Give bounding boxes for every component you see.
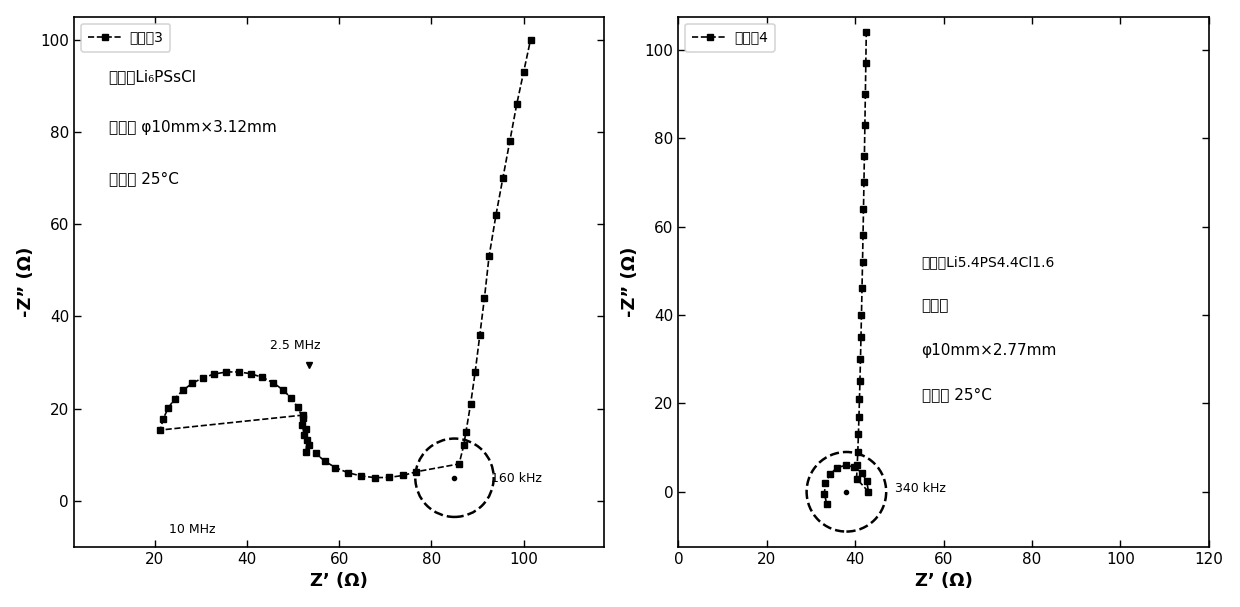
对比兣4	[856, 258, 870, 265]
对比兣3	[451, 460, 466, 467]
对比兣4	[858, 90, 873, 98]
对比兣4	[818, 480, 833, 487]
X-axis label: Z’ (Ω): Z’ (Ω)	[310, 572, 368, 591]
对比兣3	[295, 412, 310, 419]
对比兣4	[861, 488, 875, 495]
对比兣3	[265, 379, 280, 386]
对比兣4	[851, 430, 866, 438]
对比兣3	[185, 379, 200, 387]
对比兣4	[817, 490, 832, 497]
对比兣3	[295, 414, 310, 421]
对比兣3	[299, 426, 314, 433]
Text: 尺寸：: 尺寸：	[921, 299, 949, 314]
对比兣3	[396, 472, 410, 479]
对比兣3	[340, 469, 355, 476]
对比兣3	[300, 436, 315, 444]
对比兣3	[510, 101, 525, 108]
对比兣4	[851, 449, 866, 456]
对比兣3	[156, 415, 171, 422]
Line: 对比兣3: 对比兣3	[156, 36, 534, 481]
对比兣4	[820, 500, 835, 507]
Text: 组分：Li₆PSsCl: 组分：Li₆PSsCl	[109, 69, 197, 84]
对比兣3	[175, 387, 190, 394]
对比兣3	[516, 69, 531, 76]
对比兣3	[231, 368, 246, 376]
对比兣4	[858, 59, 873, 67]
Legend: 对比兣3: 对比兣3	[81, 24, 170, 52]
对比兣4	[847, 463, 862, 470]
对比兣4	[857, 178, 872, 186]
对比兣3	[243, 370, 258, 378]
对比兣3	[481, 253, 496, 260]
对比兣3	[467, 368, 482, 375]
对比兣4	[852, 395, 867, 402]
对比兣3	[295, 421, 310, 429]
对比兣3	[496, 174, 511, 181]
对比兣3	[456, 442, 471, 449]
Legend: 对比兣4: 对比兣4	[686, 24, 775, 52]
Text: 10 MHz: 10 MHz	[169, 523, 215, 536]
Text: 温度： 25°C: 温度： 25°C	[109, 171, 179, 186]
Text: 尺寸： φ10mm×3.12mm: 尺寸： φ10mm×3.12mm	[109, 120, 277, 135]
对比兣3	[464, 401, 479, 408]
对比兣4	[859, 29, 874, 36]
对比兣3	[502, 138, 517, 145]
对比兣4	[853, 356, 868, 363]
对比兣4	[857, 152, 872, 160]
对比兣3	[317, 458, 332, 465]
对比兣3	[207, 370, 222, 378]
对比兣4	[853, 333, 868, 341]
对比兣4	[854, 469, 869, 476]
对比兣4	[859, 478, 874, 485]
对比兣4	[822, 470, 837, 478]
对比兣4	[830, 464, 844, 472]
对比兣4	[854, 311, 869, 319]
X-axis label: Z’ (Ω): Z’ (Ω)	[915, 572, 972, 591]
对比兣3	[196, 374, 211, 381]
对比兣3	[301, 441, 316, 448]
对比兣3	[167, 395, 182, 402]
Y-axis label: -Z” (Ω): -Z” (Ω)	[621, 246, 639, 317]
对比兣3	[153, 426, 167, 433]
对比兣3	[459, 428, 474, 435]
对比兣3	[284, 395, 299, 402]
对比兣3	[477, 294, 492, 302]
对比兣3	[489, 211, 503, 219]
Text: 340 kHz: 340 kHz	[895, 482, 946, 495]
对比兣3	[409, 468, 424, 475]
Text: φ10mm×2.77mm: φ10mm×2.77mm	[921, 343, 1056, 358]
对比兣4	[854, 285, 869, 292]
Text: 160 kHz: 160 kHz	[491, 472, 542, 486]
Y-axis label: -Z” (Ω): -Z” (Ω)	[16, 246, 35, 317]
对比兣3	[290, 404, 305, 411]
Line: 对比兣4: 对比兣4	[821, 29, 872, 507]
对比兣3	[219, 368, 234, 376]
对比兣4	[857, 121, 872, 129]
Text: 温度： 25°C: 温度： 25°C	[921, 387, 992, 402]
对比兣3	[523, 36, 538, 43]
对比兣3	[353, 472, 368, 480]
对比兣4	[852, 413, 867, 420]
对比兣4	[852, 378, 867, 385]
对比兣4	[856, 232, 870, 239]
对比兣4	[849, 461, 864, 469]
对比兣3	[160, 405, 175, 412]
对比兣4	[838, 462, 853, 469]
对比兣3	[472, 331, 487, 339]
对比兣3	[254, 374, 269, 381]
Text: 2.5 MHz: 2.5 MHz	[270, 339, 321, 351]
对比兣3	[382, 474, 397, 481]
对比兣3	[309, 450, 324, 457]
对比兣4	[849, 475, 864, 482]
对比兣3	[296, 432, 311, 439]
对比兣3	[299, 448, 314, 455]
对比兣3	[367, 474, 382, 481]
对比兣3	[327, 464, 342, 471]
对比兣3	[275, 386, 290, 393]
Text: 组分：Li5.4PS4.4Cl1.6: 组分：Li5.4PS4.4Cl1.6	[921, 256, 1055, 270]
对比兣4	[856, 205, 870, 212]
